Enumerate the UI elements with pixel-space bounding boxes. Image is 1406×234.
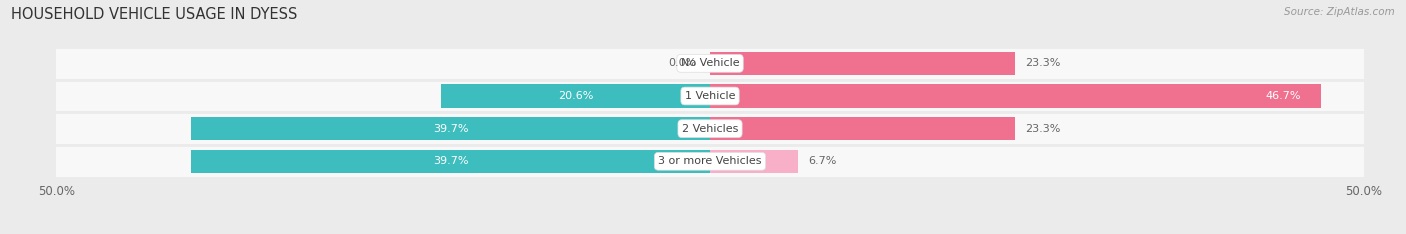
Bar — [191, 150, 710, 173]
Text: HOUSEHOLD VEHICLE USAGE IN DYESS: HOUSEHOLD VEHICLE USAGE IN DYESS — [11, 7, 298, 22]
Text: 3 or more Vehicles: 3 or more Vehicles — [658, 156, 762, 166]
Bar — [191, 117, 710, 140]
Text: No Vehicle: No Vehicle — [681, 58, 740, 68]
Text: 20.6%: 20.6% — [558, 91, 593, 101]
Text: 2 Vehicles: 2 Vehicles — [682, 124, 738, 134]
Text: 39.7%: 39.7% — [433, 124, 468, 134]
Text: 39.7%: 39.7% — [433, 156, 468, 166]
Bar — [710, 84, 1320, 108]
Text: 1 Vehicle: 1 Vehicle — [685, 91, 735, 101]
Text: 23.3%: 23.3% — [1025, 124, 1060, 134]
Text: Source: ZipAtlas.com: Source: ZipAtlas.com — [1284, 7, 1395, 17]
Text: 6.7%: 6.7% — [808, 156, 837, 166]
Text: 46.7%: 46.7% — [1265, 91, 1301, 101]
Bar — [710, 51, 1015, 75]
Text: 0.0%: 0.0% — [669, 58, 697, 68]
Bar — [56, 81, 1364, 111]
Bar — [56, 146, 1364, 177]
Bar — [56, 48, 1364, 79]
Bar — [710, 117, 1015, 140]
Bar — [710, 150, 797, 173]
Bar — [56, 113, 1364, 144]
Text: 23.3%: 23.3% — [1025, 58, 1060, 68]
Bar — [440, 84, 710, 108]
